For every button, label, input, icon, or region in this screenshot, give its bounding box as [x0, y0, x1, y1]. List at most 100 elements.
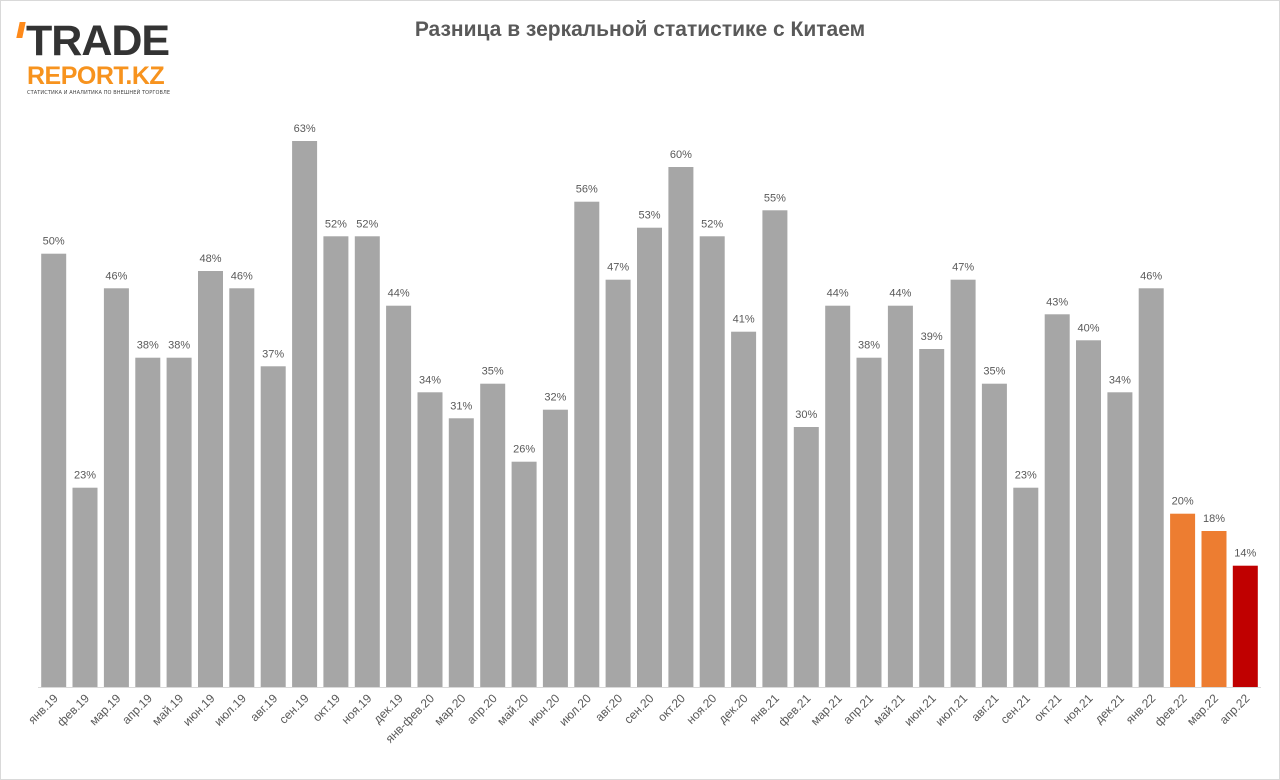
x-tick-label-21: ноя.20 [684, 691, 720, 727]
x-tick-label-16: июн.20 [525, 691, 563, 729]
x-tick-label-8: сен.19 [276, 691, 312, 727]
bar-8 [292, 141, 318, 687]
data-label-9: 52% [325, 218, 347, 230]
x-tick-label-30: авг.21 [969, 691, 1002, 724]
data-label-2: 46% [105, 270, 127, 282]
x-tick-label-34: дек.21 [1092, 691, 1127, 726]
bar-10 [354, 236, 380, 688]
data-label-31: 23% [1015, 470, 1037, 482]
x-tick-label-28: июн.21 [901, 691, 939, 729]
x-tick-label-6: июл.19 [211, 691, 249, 729]
data-label-37: 18% [1203, 513, 1225, 525]
data-label-11: 44% [388, 288, 410, 300]
data-label-36: 20% [1172, 496, 1194, 508]
bar-16 [542, 409, 568, 687]
data-label-17: 56% [576, 184, 598, 196]
x-tick-label-17: июл.20 [556, 691, 594, 729]
x-tick-label-37: мар.22 [1184, 691, 1221, 728]
data-label-25: 44% [827, 288, 849, 300]
data-label-6: 46% [231, 270, 253, 282]
bar-29 [950, 279, 976, 687]
data-label-20: 60% [670, 149, 692, 161]
bar-14 [480, 383, 506, 687]
x-tick-label-22: дек.20 [716, 691, 751, 726]
bar-32 [1044, 314, 1070, 687]
x-tick-label-32: окт.21 [1031, 691, 1064, 724]
x-tick-label-4: май.19 [149, 691, 186, 728]
bar-15 [511, 461, 537, 687]
x-tick-label-14: апр.20 [464, 691, 500, 727]
bar-23 [762, 210, 788, 688]
data-label-7: 37% [262, 348, 284, 360]
bar-24 [793, 427, 819, 687]
data-label-35: 46% [1140, 270, 1162, 282]
x-tick-label-15: май.20 [494, 691, 531, 728]
bar-37 [1201, 531, 1227, 687]
bar-9 [323, 236, 349, 688]
data-label-19: 53% [638, 210, 660, 222]
bar-26 [856, 357, 882, 687]
data-label-29: 47% [952, 262, 974, 274]
data-label-22: 41% [733, 314, 755, 326]
x-tick-label-36: фев.22 [1152, 691, 1190, 729]
bar-17 [574, 201, 600, 687]
bar-33 [1076, 340, 1101, 687]
data-label-18: 47% [607, 262, 629, 274]
x-tick-label-1: фев.19 [54, 691, 92, 729]
bar-7 [260, 366, 286, 687]
bar-27 [887, 305, 913, 687]
x-tick-label-31: сен.21 [998, 691, 1034, 727]
bar-30 [981, 383, 1007, 687]
bar-18 [605, 279, 631, 687]
data-label-3: 38% [137, 340, 159, 352]
bar-6 [229, 288, 255, 687]
x-tick-label-25: мар.21 [808, 691, 845, 728]
data-label-32: 43% [1046, 296, 1068, 308]
bar-25 [825, 305, 851, 687]
tradereport-logo: TRADE REPORT.KZ СТАТИСТИКА И АНАЛИТИКА П… [16, 16, 170, 100]
bar-0 [41, 253, 67, 687]
x-tick-label-29: июл.21 [933, 691, 971, 729]
x-tick-label-26: апр.21 [840, 691, 876, 727]
x-tick-label-38: апр.22 [1217, 691, 1253, 727]
logo-tagline: СТАТИСТИКА И АНАЛИТИКА ПО ВНЕШНЕЙ ТОРГОВ… [27, 90, 171, 96]
bar-19 [637, 227, 662, 687]
bar-28 [919, 349, 945, 687]
x-tick-label-20: окт.20 [655, 691, 688, 724]
bar-20 [668, 167, 694, 687]
data-label-14: 35% [482, 366, 504, 378]
data-label-21: 52% [701, 218, 723, 230]
x-tick-label-10: ноя.19 [339, 691, 375, 727]
data-label-33: 40% [1077, 322, 1099, 334]
data-label-1: 23% [74, 470, 96, 482]
data-label-16: 32% [544, 392, 566, 404]
x-tick-label-5: июн.19 [180, 691, 218, 729]
data-label-23: 55% [764, 192, 786, 204]
data-label-30: 35% [983, 366, 1005, 378]
bar-1 [72, 487, 98, 687]
data-label-15: 26% [513, 444, 535, 456]
x-tick-label-19: сен.20 [621, 691, 657, 727]
x-tick-label-33: ноя.21 [1060, 691, 1096, 727]
bar-35 [1138, 288, 1164, 687]
data-label-13: 31% [450, 400, 472, 412]
chart-title: Разница в зеркальной статистике с Китаем [414, 18, 866, 41]
x-tick-label-2: мар.19 [87, 691, 124, 728]
data-label-10: 52% [356, 218, 378, 230]
bar-12 [417, 392, 443, 687]
bar-34 [1107, 392, 1133, 687]
data-label-38: 14% [1234, 548, 1256, 560]
bar-22 [731, 331, 757, 687]
bar-5 [198, 271, 223, 687]
data-label-0: 50% [43, 236, 65, 248]
bar-11 [386, 305, 412, 687]
x-tick-label-27: май.21 [871, 691, 908, 728]
data-label-12: 34% [419, 374, 441, 386]
data-label-5: 48% [199, 253, 221, 265]
data-label-26: 38% [858, 340, 880, 352]
bar-36 [1170, 513, 1196, 687]
data-label-28: 39% [921, 331, 943, 343]
x-tick-label-3: апр.19 [119, 691, 155, 727]
x-tick-label-24: фев.21 [776, 691, 814, 729]
